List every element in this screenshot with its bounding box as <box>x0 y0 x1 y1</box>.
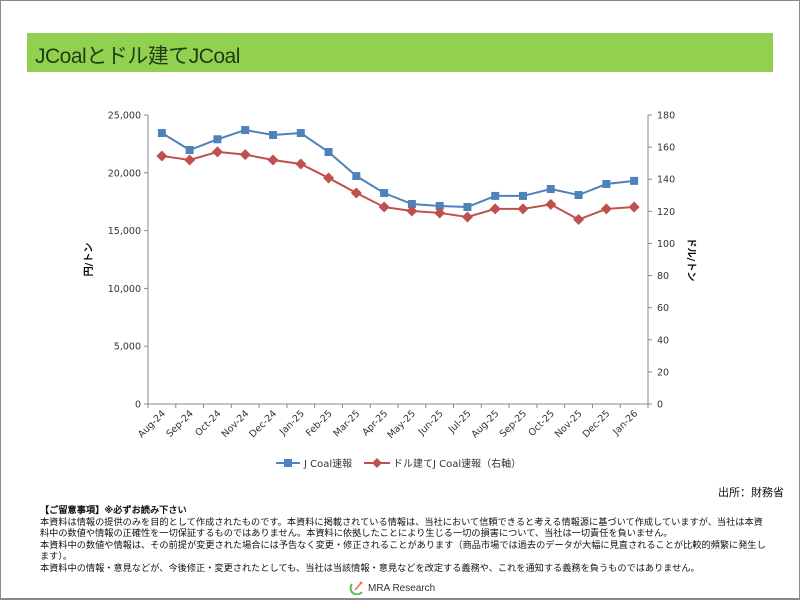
data-point <box>380 189 389 198</box>
data-point <box>519 191 527 200</box>
data-point <box>324 147 333 156</box>
data-point <box>628 201 640 213</box>
title-bar: JCoalとドル建てJCoal <box>27 33 773 72</box>
data-point <box>600 203 612 215</box>
data-point <box>211 146 223 158</box>
notes-line: 本資料は情報の提供のみを目的として作成されたものです。本資料に掲載されている情報… <box>40 516 763 540</box>
series-line <box>161 150 635 221</box>
data-point <box>350 187 362 199</box>
mra-logo-icon <box>349 581 363 595</box>
y2-tick-label: 20 <box>657 367 669 378</box>
data-point <box>463 203 472 212</box>
x-tick-label: Sep-25 <box>498 408 529 439</box>
y-tick-label: 25,000 <box>108 111 141 122</box>
x-tick-label: Nov-25 <box>553 408 585 440</box>
source-label: 出所：財務省 <box>718 486 784 499</box>
series-line <box>161 128 635 209</box>
legend-label: J Coal速報 <box>303 458 352 470</box>
logo: MRA Research <box>348 581 435 595</box>
notes-line: 本資料中の情報・意見などが、今後修正・変更されたとしても、当社は当該情報・意見な… <box>40 562 700 574</box>
data-point <box>491 191 500 200</box>
y-tick-label: 0 <box>135 400 141 411</box>
x-tick-label: Dec-24 <box>247 408 279 440</box>
y-tick-label: 5,000 <box>114 342 141 353</box>
x-tick-label: May-25 <box>385 408 418 441</box>
data-point <box>517 203 529 215</box>
data-point <box>573 214 585 226</box>
data-point <box>296 129 305 138</box>
x-tick-label: Jun-25 <box>416 408 446 438</box>
y2-tick-label: 140 <box>657 175 675 186</box>
y2-tick-label: 160 <box>657 143 675 154</box>
x-tick-label: Aug-24 <box>136 408 168 440</box>
y2-tick-label: 180 <box>657 111 675 122</box>
data-point <box>267 154 279 166</box>
x-tick-label: Nov-24 <box>220 408 252 440</box>
data-point <box>239 149 251 161</box>
data-point <box>184 154 196 166</box>
y2-tick-label: 40 <box>657 335 669 346</box>
x-tick-label: Feb-25 <box>304 408 335 439</box>
data-point <box>269 130 277 139</box>
x-tick-label: Sep-24 <box>164 408 195 439</box>
x-tick-label: Jan-26 <box>610 408 640 438</box>
data-point <box>602 180 611 189</box>
notes-line: 本資料中の数値や情報は、その前提が変更された場合には予告なく変更・修正されること… <box>40 539 766 563</box>
data-point <box>574 190 583 199</box>
data-point <box>630 176 639 185</box>
disclaimer-notes: 【ご留意事項】※必ずお読み下さい 本資料は情報の提供のみを目的として作成されたも… <box>40 505 770 575</box>
legend-marker <box>372 458 382 468</box>
data-point <box>213 135 222 144</box>
data-point <box>157 129 166 138</box>
logo-text: MRA Research <box>368 582 436 594</box>
y2-tick-label: 80 <box>657 271 669 282</box>
data-point <box>323 172 335 184</box>
page-title: JCoalとドル建てJCoal <box>35 45 240 68</box>
data-point <box>352 172 361 181</box>
data-point <box>545 198 557 210</box>
x-tick-label: Dec-25 <box>581 408 613 440</box>
y-tick-label: 15,000 <box>108 226 141 237</box>
y-axis-title: 円/トン <box>83 243 95 277</box>
y2-tick-label: 60 <box>657 303 669 314</box>
data-point <box>295 158 307 170</box>
data-point <box>461 211 473 223</box>
data-point <box>156 150 168 162</box>
y2-axis-title: ドル/トン <box>685 238 697 282</box>
data-point <box>185 146 194 155</box>
data-point <box>434 207 446 219</box>
legend-label: ドル建てJ Coal速報（右軸） <box>393 457 521 470</box>
x-tick-label: Aug-25 <box>469 408 501 440</box>
y2-tick-label: 100 <box>657 239 675 250</box>
data-point <box>435 201 444 210</box>
data-point <box>406 205 418 217</box>
y2-tick-label: 120 <box>657 207 675 218</box>
notes-heading: 【ご留意事項】※必ずお読み下さい <box>40 505 187 516</box>
y-tick-label: 20,000 <box>108 168 141 179</box>
y2-tick-label: 0 <box>657 400 663 411</box>
data-point <box>241 126 250 135</box>
x-tick-label: Mar-25 <box>331 408 362 439</box>
x-tick-label: Oct-25 <box>527 408 557 438</box>
legend-marker <box>284 459 292 467</box>
x-tick-label: Jan-25 <box>277 408 307 438</box>
line-chart: 0 5,000 10,000 15,000 20,000 25,000 0 20 40 60 80 1… <box>83 111 697 471</box>
data-point <box>378 201 390 213</box>
y-tick-label: 10,000 <box>108 284 141 295</box>
data-point <box>546 184 555 193</box>
x-tick-label: Oct-24 <box>193 408 223 438</box>
data-point <box>489 203 501 215</box>
data-point <box>407 200 416 209</box>
